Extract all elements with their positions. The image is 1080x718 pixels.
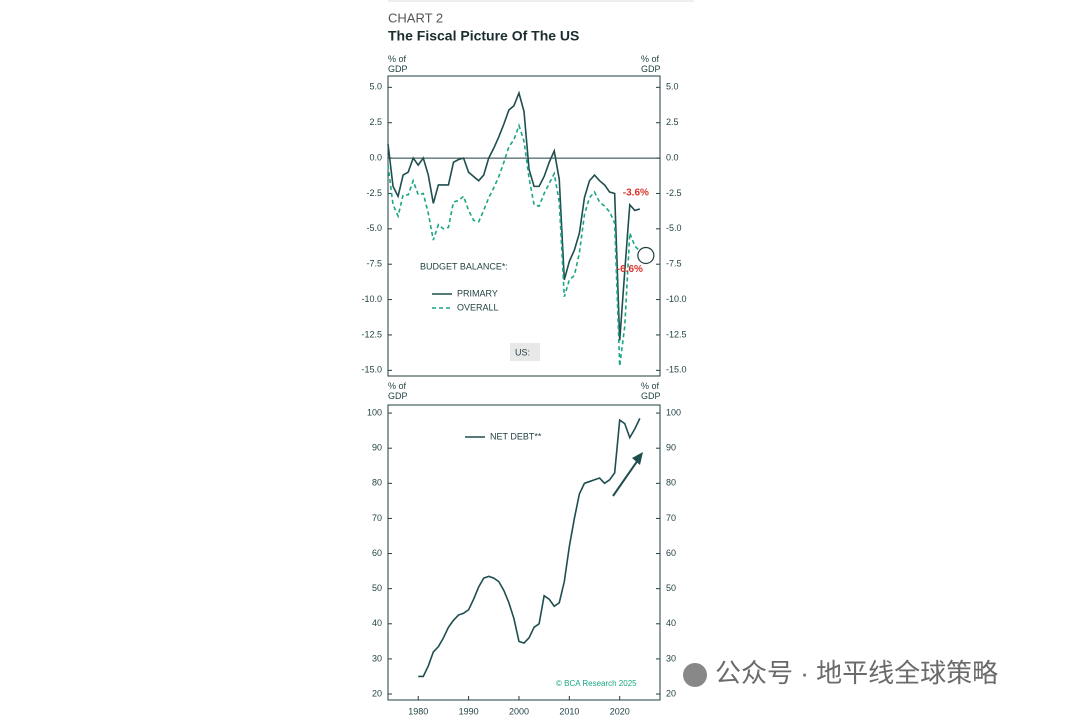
y2-tick-label: 40 [666, 618, 676, 628]
chart-label: CHART 2 [388, 10, 443, 25]
watermark: 公众号 · 地平线全球策略 [715, 658, 998, 688]
legend-label: PRIMARY [457, 288, 498, 298]
y2-tick-label: 90 [666, 443, 676, 453]
y-tick-label: -12.5 [361, 329, 382, 339]
x-tick-label: 1990 [459, 706, 479, 716]
annotation: -6.6% [617, 264, 643, 275]
y2-tick-label: -2.5 [666, 188, 682, 198]
trend-arrow-head [632, 452, 643, 465]
watermark-icon [683, 663, 707, 687]
x-tick-label: 2010 [559, 706, 579, 716]
y-tick-label: 2.5 [369, 117, 382, 127]
y2-tick-label: 100 [666, 407, 681, 417]
chart-title: The Fiscal Picture Of The US [388, 28, 579, 44]
y2-tick-label: -5.0 [666, 223, 682, 233]
annotation: -3.6% [623, 188, 649, 199]
y2-tick-label: 0.0 [666, 152, 679, 162]
x-tick-label: 1980 [408, 706, 428, 716]
y-tick-label: 60 [372, 548, 382, 558]
y2-tick-label: -15.0 [666, 365, 687, 375]
y-tick-label: 90 [372, 443, 382, 453]
y2-tick-label: 2.5 [666, 117, 679, 127]
y-tick-label: 80 [372, 478, 382, 488]
y-label: % of GDP [388, 381, 408, 401]
y-tick-label: 40 [372, 618, 382, 628]
y-tick-label: -5.0 [366, 223, 382, 233]
series-line [418, 418, 641, 678]
y-tick-label: 0.0 [369, 152, 382, 162]
y2-tick-label: 60 [666, 548, 676, 558]
series-line [387, 90, 641, 341]
panel-label: US: [515, 347, 530, 357]
y2-tick-label: 30 [666, 653, 676, 663]
y-tick-label: 5.0 [369, 82, 382, 92]
y2-tick-label: 20 [666, 688, 676, 698]
y-tick-label: 30 [372, 653, 382, 663]
credit: © BCA Research 2025 [556, 679, 637, 688]
highlight-circle [637, 246, 655, 265]
plot-frame [387, 404, 661, 701]
panel-label-bg [510, 343, 540, 361]
y-tick-label: 50 [372, 583, 382, 593]
y-label: % of GDP [388, 54, 408, 74]
plot-frame [387, 75, 661, 377]
legend-label: NET DEBT** [490, 431, 542, 441]
y-tick-label: 20 [372, 688, 382, 698]
trend-arrow [612, 459, 639, 497]
y2-tick-label: -7.5 [666, 259, 682, 269]
y-tick-label: 70 [372, 513, 382, 523]
y-tick-label: -2.5 [366, 188, 382, 198]
series-line [387, 123, 641, 367]
y2-label: % of GDP [641, 54, 661, 74]
x-tick-label: 2020 [610, 706, 630, 716]
y2-label: % of GDP [641, 381, 661, 401]
y-tick-label: -15.0 [361, 365, 382, 375]
y2-tick-label: -10.0 [666, 294, 687, 304]
y-tick-label: -10.0 [361, 294, 382, 304]
y-tick-label: 100 [367, 407, 382, 417]
legend-title: BUDGET BALANCE*: [420, 261, 508, 271]
legend-label: OVERALL [457, 302, 499, 312]
y2-tick-label: -12.5 [666, 329, 687, 339]
y2-tick-label: 80 [666, 478, 676, 488]
y2-tick-label: 70 [666, 513, 676, 523]
y2-tick-label: 50 [666, 583, 676, 593]
y-tick-label: -7.5 [366, 259, 382, 269]
y2-tick-label: 5.0 [666, 82, 679, 92]
x-tick-label: 2000 [509, 706, 529, 716]
